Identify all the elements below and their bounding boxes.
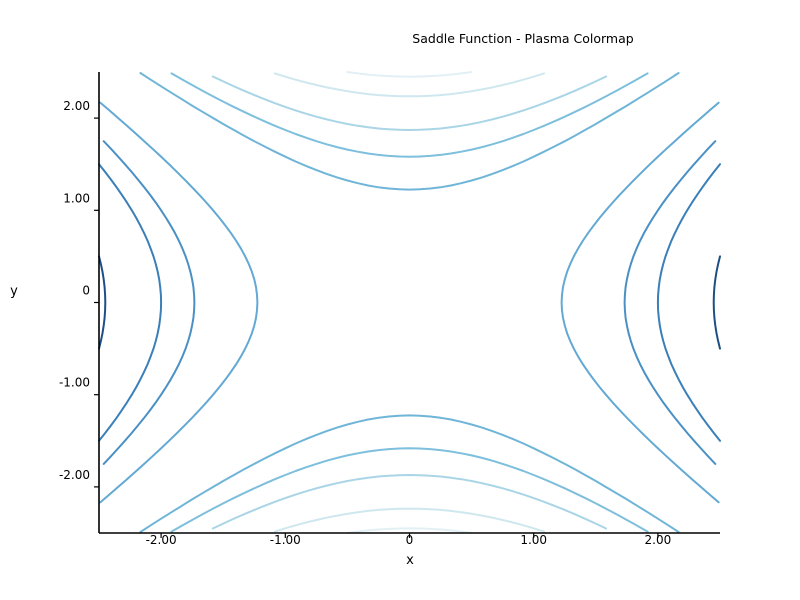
x-axis-ticks: -2.00 -1.00 0 1.00 2.00: [146, 533, 672, 547]
contour-line-7-top: [273, 72, 545, 98]
y-tick-label-4: -2.00: [59, 468, 90, 482]
contour-line-1-left: [98, 163, 163, 442]
contour-line-5-top: [170, 72, 649, 158]
x-tick-label-2: 0: [406, 533, 414, 547]
y-axis-ticks: 2.00 1.00 0 -1.00 -2.00: [59, 99, 99, 488]
contour-line-5-bottom: [170, 447, 649, 533]
y-tick-label-1: 1.00: [63, 191, 90, 205]
contour-line-0-right: [712, 255, 721, 350]
contour-line-6-bottom: [211, 474, 608, 530]
chart-title: Saddle Function - Plasma Colormap: [412, 31, 633, 46]
contour-line-2-right: [623, 140, 717, 465]
contour-line-2-left: [102, 140, 196, 465]
contour-line-3-left: [99, 101, 259, 504]
contour-line-8-top: [346, 71, 473, 78]
contour-line-0-left: [98, 255, 107, 350]
x-tick-label-1: -1.00: [270, 533, 301, 547]
x-tick-label-0: -2.00: [146, 533, 177, 547]
x-axis-title: x: [406, 553, 414, 568]
contour-line-1-right: [656, 163, 721, 442]
y-tick-label-3: -1.00: [59, 376, 90, 390]
contour-line-7-bottom: [273, 507, 545, 533]
x-tick-label-4: 2.00: [645, 533, 672, 547]
contour-line-8-bottom: [346, 527, 473, 534]
x-tick-label-3: 1.00: [520, 533, 547, 547]
y-axis-title: y: [10, 284, 18, 299]
y-tick-label-2: 0: [82, 284, 90, 298]
contour-line-6-top: [211, 75, 608, 131]
contour-line-4-bottom: [139, 414, 680, 533]
contour-line-3-right: [560, 101, 720, 504]
y-tick-label-0: 2.00: [63, 99, 90, 113]
contour-line-4-top: [139, 72, 680, 191]
contour-lines: [98, 71, 721, 534]
